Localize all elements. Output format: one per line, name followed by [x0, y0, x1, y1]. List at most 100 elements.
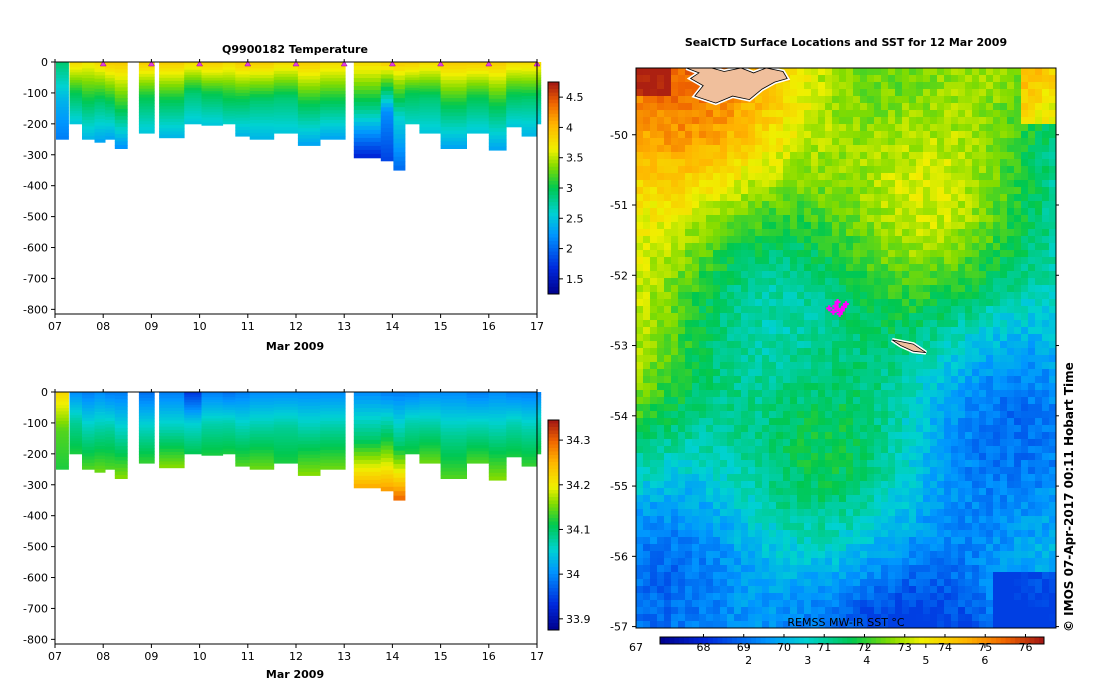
- temperature-cell: [138, 130, 155, 134]
- sst-cell: [958, 257, 966, 265]
- sst-cell: [944, 425, 952, 433]
- salinity-cell: [56, 433, 69, 438]
- temperature-cell: [159, 90, 185, 94]
- salinity-cell: [440, 413, 467, 418]
- sst-cell: [783, 439, 791, 447]
- temperature-cell: [273, 130, 299, 134]
- salinity-cell: [488, 410, 507, 415]
- temperature-cell: [380, 95, 394, 100]
- sst-cell: [727, 313, 735, 321]
- temperature-cell: [488, 98, 507, 103]
- sst-cell: [825, 68, 833, 76]
- sst-cell: [755, 411, 763, 419]
- sst-cell: [944, 194, 952, 202]
- sst-cell: [804, 425, 812, 433]
- sst-cell: [944, 236, 952, 244]
- sst-cell: [818, 271, 826, 279]
- temperature-cell: [536, 108, 542, 112]
- temperature-cell: [536, 87, 542, 91]
- temperature-cell: [69, 77, 83, 81]
- sst-cell: [748, 110, 756, 118]
- sst-cell: [993, 201, 1001, 209]
- sst-cell: [811, 194, 819, 202]
- sst-cell: [720, 173, 728, 181]
- sst-cell: [979, 376, 987, 384]
- sst-cell: [1007, 299, 1015, 307]
- sst-cell: [937, 453, 945, 461]
- sst-cell: [636, 110, 644, 118]
- sst-cell: [748, 264, 756, 272]
- sst-cell: [720, 250, 728, 258]
- temperature-cell: [235, 92, 251, 97]
- sst-cell: [1042, 292, 1050, 300]
- temperature-cell: [159, 87, 185, 91]
- sst-cell: [755, 369, 763, 377]
- sst-cell: [1028, 334, 1036, 342]
- sst-cell: [923, 432, 931, 440]
- sst-cell: [902, 229, 910, 237]
- salinity-cell: [466, 433, 490, 437]
- temperature-colorbar-swatch: [548, 149, 559, 154]
- salinity-colorbar-swatch: [548, 493, 559, 498]
- salinity-cell: [105, 411, 116, 415]
- sst-cell: [671, 131, 679, 139]
- temperature-cell: [353, 153, 382, 159]
- salinity-cell: [82, 466, 95, 470]
- salinity-cell: [273, 415, 299, 420]
- temperature-cell: [249, 132, 275, 137]
- sst-cell: [790, 453, 798, 461]
- sst-cell: [818, 334, 826, 342]
- sst-cell: [804, 257, 812, 265]
- sst-cell: [783, 341, 791, 349]
- sst-cell: [678, 257, 686, 265]
- sst-cell: [1021, 376, 1029, 384]
- sst-cell: [671, 285, 679, 293]
- sst-cell: [664, 299, 672, 307]
- salinity-cell: [249, 408, 275, 412]
- sst-cell: [657, 82, 665, 90]
- sst-cell: [1042, 194, 1050, 202]
- salinity-cell: [184, 412, 202, 416]
- salinity-colorbar-swatch: [548, 497, 559, 501]
- sst-cell: [1000, 166, 1008, 174]
- salinity-cell: [159, 414, 185, 418]
- sst-cell: [895, 453, 903, 461]
- temperature-cell: [404, 87, 420, 91]
- sst-cell: [888, 236, 896, 244]
- sst-cell: [692, 320, 700, 328]
- sst-cell: [1000, 390, 1008, 398]
- sst-cell: [902, 411, 910, 419]
- sst-cell: [839, 411, 847, 419]
- sst-cell: [853, 306, 861, 314]
- sst-cell: [720, 229, 728, 237]
- temperature-colorbar-swatch: [548, 113, 559, 118]
- sst-cell: [657, 250, 665, 258]
- sst-cell: [664, 236, 672, 244]
- sst-cell: [783, 397, 791, 405]
- sst-cell: [881, 404, 889, 412]
- sst-cell: [664, 383, 672, 391]
- sst-cell: [937, 166, 945, 174]
- sst-cell: [671, 89, 679, 97]
- sst-cell: [923, 320, 931, 328]
- sst-cell: [930, 166, 938, 174]
- sst-cell: [993, 243, 1001, 251]
- sst-cell: [748, 229, 756, 237]
- temperature-cell: [488, 62, 507, 67]
- sst-cell: [657, 362, 665, 370]
- temperature-cell: [393, 66, 406, 72]
- sst-cell: [748, 334, 756, 342]
- sst-cell: [762, 110, 770, 118]
- sst-cell: [965, 75, 973, 83]
- salinity-cell: [521, 395, 537, 399]
- sst-cell: [1035, 250, 1043, 258]
- salinity-cell: [393, 468, 406, 474]
- salinity-cell: [320, 437, 346, 441]
- sst-cell: [755, 432, 763, 440]
- sst-cell: [692, 299, 700, 307]
- sst-cell: [909, 117, 917, 125]
- sst-cell: [699, 257, 707, 265]
- sst-cell: [909, 173, 917, 181]
- sst-cell: [1049, 187, 1056, 195]
- sst-cell: [657, 411, 665, 419]
